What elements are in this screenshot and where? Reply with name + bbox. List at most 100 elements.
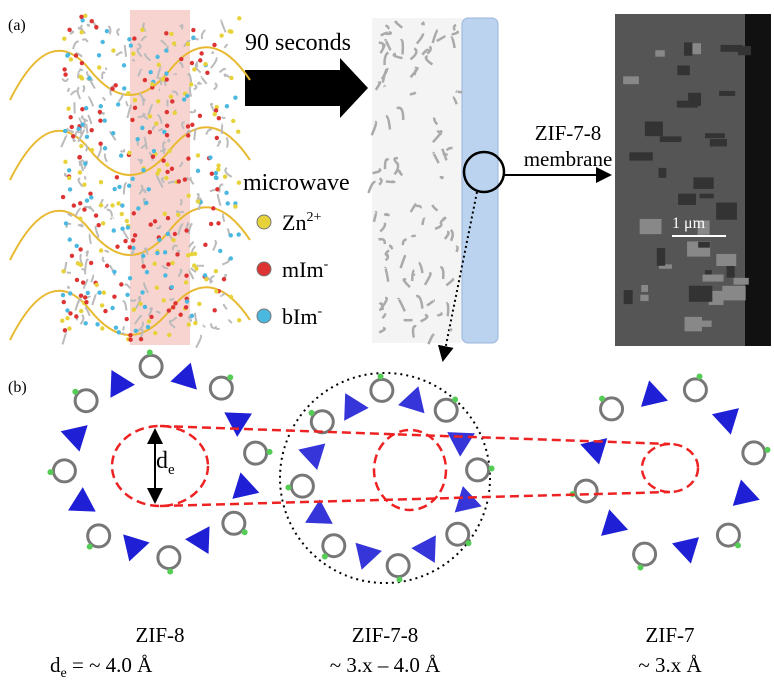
particle [83, 295, 87, 299]
particle [229, 295, 233, 299]
particle [214, 171, 218, 175]
particle [119, 282, 123, 286]
fiber [83, 86, 84, 92]
particle [79, 309, 83, 313]
particle [141, 254, 145, 258]
particle [161, 159, 165, 163]
atom [735, 542, 741, 548]
particle [140, 126, 144, 130]
particle [82, 207, 86, 211]
particle [147, 187, 151, 191]
fiber [123, 326, 124, 330]
particle [126, 225, 130, 229]
tetrahedron [411, 535, 436, 563]
atom [452, 397, 458, 403]
fiber [126, 102, 127, 106]
fiber [220, 69, 225, 73]
fiber [215, 326, 219, 329]
sem-texture [710, 139, 727, 146]
sem-texture [640, 295, 648, 301]
particle [196, 199, 200, 203]
sem-texture [684, 42, 692, 55]
fiber [202, 77, 207, 84]
particle [157, 63, 161, 67]
particle [167, 149, 171, 153]
particle [111, 131, 115, 135]
particle [164, 48, 168, 52]
atom [242, 529, 248, 535]
particle [125, 293, 129, 297]
pore-size: ~ 3.x – 4.0 Å [330, 653, 441, 677]
membrane-label: ZIF-7-8 [535, 121, 602, 145]
particle [165, 110, 169, 114]
fiber [104, 204, 108, 207]
sem-texture [738, 46, 751, 55]
fiber [76, 132, 80, 137]
particle [88, 191, 92, 195]
particle [236, 130, 240, 134]
particle [78, 155, 82, 159]
particle [120, 226, 124, 230]
particle [68, 115, 72, 119]
particle [167, 308, 171, 312]
base: mIm [282, 257, 324, 282]
particle [222, 277, 226, 281]
particle [203, 243, 207, 247]
sem-texture [640, 219, 662, 234]
tetrahedron [224, 412, 252, 437]
fiber [221, 293, 225, 295]
particle [112, 294, 116, 298]
particle [156, 99, 160, 103]
fiber [117, 29, 119, 36]
particle [61, 195, 65, 199]
legend-label: bIm- [282, 304, 322, 329]
particle [212, 43, 216, 47]
particle [163, 250, 167, 254]
atom [267, 449, 273, 455]
particle [100, 303, 104, 307]
particle [165, 162, 169, 166]
structure-name: ZIF-7 [646, 623, 695, 647]
particle [67, 176, 71, 180]
fiber [125, 46, 126, 57]
particle [171, 305, 175, 309]
particle [165, 124, 169, 128]
structure-name: ZIF-7-8 [352, 623, 419, 647]
particle [99, 180, 103, 184]
particle [102, 290, 106, 294]
legend-label: Zn2+ [282, 210, 321, 235]
particle [113, 83, 117, 87]
particle [70, 254, 74, 258]
particle [213, 112, 217, 116]
linker [684, 379, 706, 401]
sem-texture [705, 270, 712, 274]
particle [165, 170, 169, 174]
sem-texture [703, 275, 724, 282]
particle [79, 293, 83, 297]
fiber [194, 85, 197, 89]
particle [128, 245, 132, 249]
particle [68, 291, 72, 295]
particle [216, 221, 220, 225]
sem-texture [659, 168, 667, 178]
tetrahedron [712, 408, 739, 434]
particle [216, 163, 220, 167]
particle [224, 191, 228, 195]
fiber [76, 209, 81, 216]
fiber [223, 215, 224, 222]
fiber [218, 194, 221, 206]
sem-texture [641, 285, 648, 292]
particle [95, 322, 99, 326]
linker [245, 442, 267, 464]
particle [131, 238, 135, 242]
particle [144, 201, 148, 205]
particle [84, 300, 88, 304]
particle [167, 333, 171, 337]
particle [192, 67, 196, 71]
linker [323, 535, 345, 557]
particle [78, 216, 82, 220]
particle [114, 325, 118, 329]
particle [173, 111, 177, 115]
particle [214, 108, 218, 112]
fiber [63, 333, 66, 345]
